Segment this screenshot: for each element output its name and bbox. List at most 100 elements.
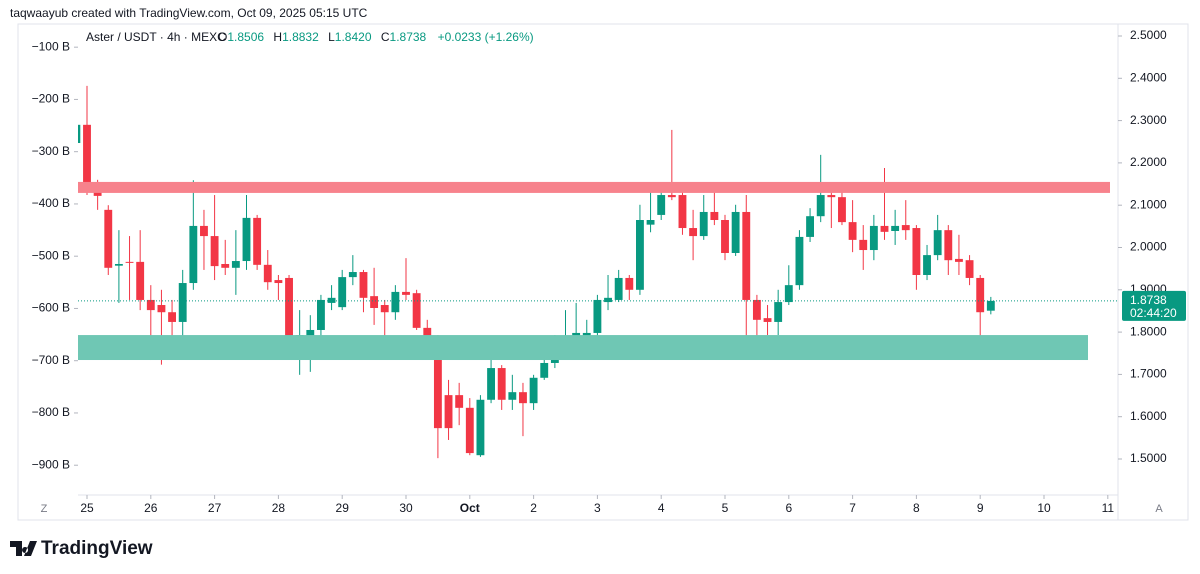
y-tick-label: 2.4000 — [1130, 70, 1167, 84]
candle-body — [625, 277, 634, 290]
x-tick-label: 25 — [80, 501, 94, 515]
header: taqwaayub created with TradingView.com, … — [10, 6, 368, 20]
candle-body — [487, 368, 495, 400]
y-tick-label: 1.8000 — [1130, 324, 1167, 338]
candle-body — [986, 300, 995, 311]
candle-body — [774, 302, 783, 322]
candle-body — [540, 362, 549, 378]
candle-body — [838, 197, 846, 223]
candle-body — [827, 195, 836, 198]
candle-body — [200, 225, 208, 237]
candle-body — [965, 260, 974, 278]
candle-body — [114, 263, 123, 266]
candle-body — [136, 261, 145, 300]
y-tick-label: 1.5000 — [1130, 451, 1167, 465]
candle-body — [891, 225, 900, 231]
candle-body — [231, 261, 240, 268]
candle-body — [157, 305, 166, 313]
plot — [78, 85, 995, 459]
candle-body — [274, 280, 283, 284]
candle-body — [742, 211, 751, 300]
y2-tick-label: −900 B — [32, 457, 70, 471]
candle-body — [848, 222, 857, 240]
y2-tick-label: −500 B — [32, 248, 70, 262]
candle-body — [678, 195, 687, 229]
y-tick-label: 1.6000 — [1130, 409, 1167, 423]
candle-body — [444, 395, 453, 429]
y2-tick-label: −300 B — [32, 144, 70, 158]
candle-body — [327, 297, 336, 303]
candle-body — [168, 312, 176, 322]
candle-body — [146, 299, 155, 311]
candle-body — [210, 236, 219, 267]
candle-body — [519, 392, 527, 404]
candle-body — [795, 236, 804, 286]
candle-body — [710, 211, 719, 220]
candle-body — [263, 264, 272, 283]
candle-body — [763, 318, 772, 322]
x-tick-label: 3 — [594, 501, 601, 515]
candle-body — [476, 399, 485, 456]
candle-body — [752, 299, 761, 320]
x-tick-label: 2 — [530, 501, 537, 515]
c-value: 1.8738 — [390, 30, 427, 44]
candle-body — [391, 291, 400, 313]
candle-body — [976, 277, 985, 313]
x-tick-label: Oct — [460, 501, 480, 515]
candle-body — [359, 272, 368, 298]
o-value: 1.8506 — [227, 30, 264, 44]
candle-body — [78, 124, 81, 144]
x-tick-label: 10 — [1037, 501, 1051, 515]
x-tick-label: 29 — [336, 501, 350, 515]
y-tick-label: 2.5000 — [1130, 28, 1167, 42]
candle-body — [380, 305, 389, 313]
y2-tick-label: −200 B — [32, 92, 70, 106]
candle-body — [593, 299, 602, 333]
x-tick-label: 27 — [208, 501, 222, 515]
candle-body — [880, 225, 889, 232]
l-value: 1.8420 — [335, 30, 372, 44]
candle-body — [104, 209, 113, 268]
candle-body — [933, 230, 942, 256]
y2-tick-label: −700 B — [32, 353, 70, 367]
candle-body — [221, 263, 230, 268]
candle-body — [955, 258, 963, 262]
candle-body — [912, 228, 921, 275]
l-label: L — [328, 30, 335, 44]
ohlc: O1.8506 H1.8832 L1.8420 C1.8738 +0.0233 … — [218, 30, 534, 44]
h-label: H — [273, 30, 282, 44]
candle-body — [657, 195, 666, 215]
y-tick-label: 1.7000 — [1130, 367, 1167, 381]
y-tick-label: 2.1000 — [1130, 197, 1167, 211]
price-label: 1.8738 — [1130, 293, 1167, 307]
candle-body — [253, 217, 262, 265]
candle-body — [497, 368, 506, 400]
x-tick-label: 7 — [849, 501, 856, 515]
x-tick-label: 11 — [1102, 501, 1115, 515]
change: +0.0233 (+1.26%) — [438, 30, 534, 44]
symbol: Aster / USDT · 4h · MEXC — [86, 30, 226, 44]
x-tick-label: 4 — [658, 501, 665, 515]
o-label: O — [218, 30, 227, 44]
y-tick-label: 2.3000 — [1130, 113, 1167, 127]
candle-body — [923, 255, 931, 275]
candle-body — [806, 216, 814, 237]
candle-body — [338, 277, 347, 308]
auto-button[interactable]: A — [1155, 503, 1163, 515]
candle-body — [317, 299, 325, 330]
candle-body — [816, 195, 825, 217]
candle-body — [285, 277, 293, 345]
y-tick-label: 2.0000 — [1130, 240, 1167, 254]
zoom-button[interactable]: Z — [41, 503, 48, 515]
candle-body — [242, 217, 251, 262]
candle-body — [433, 338, 442, 429]
x-tick-label: 5 — [722, 501, 729, 515]
candle-body — [178, 283, 187, 322]
brand: TradingView — [41, 538, 153, 559]
candle-body — [721, 220, 729, 253]
candle-body — [784, 285, 793, 303]
candle-body — [508, 392, 517, 400]
logo-icon — [10, 541, 37, 556]
candle-body — [370, 296, 379, 308]
